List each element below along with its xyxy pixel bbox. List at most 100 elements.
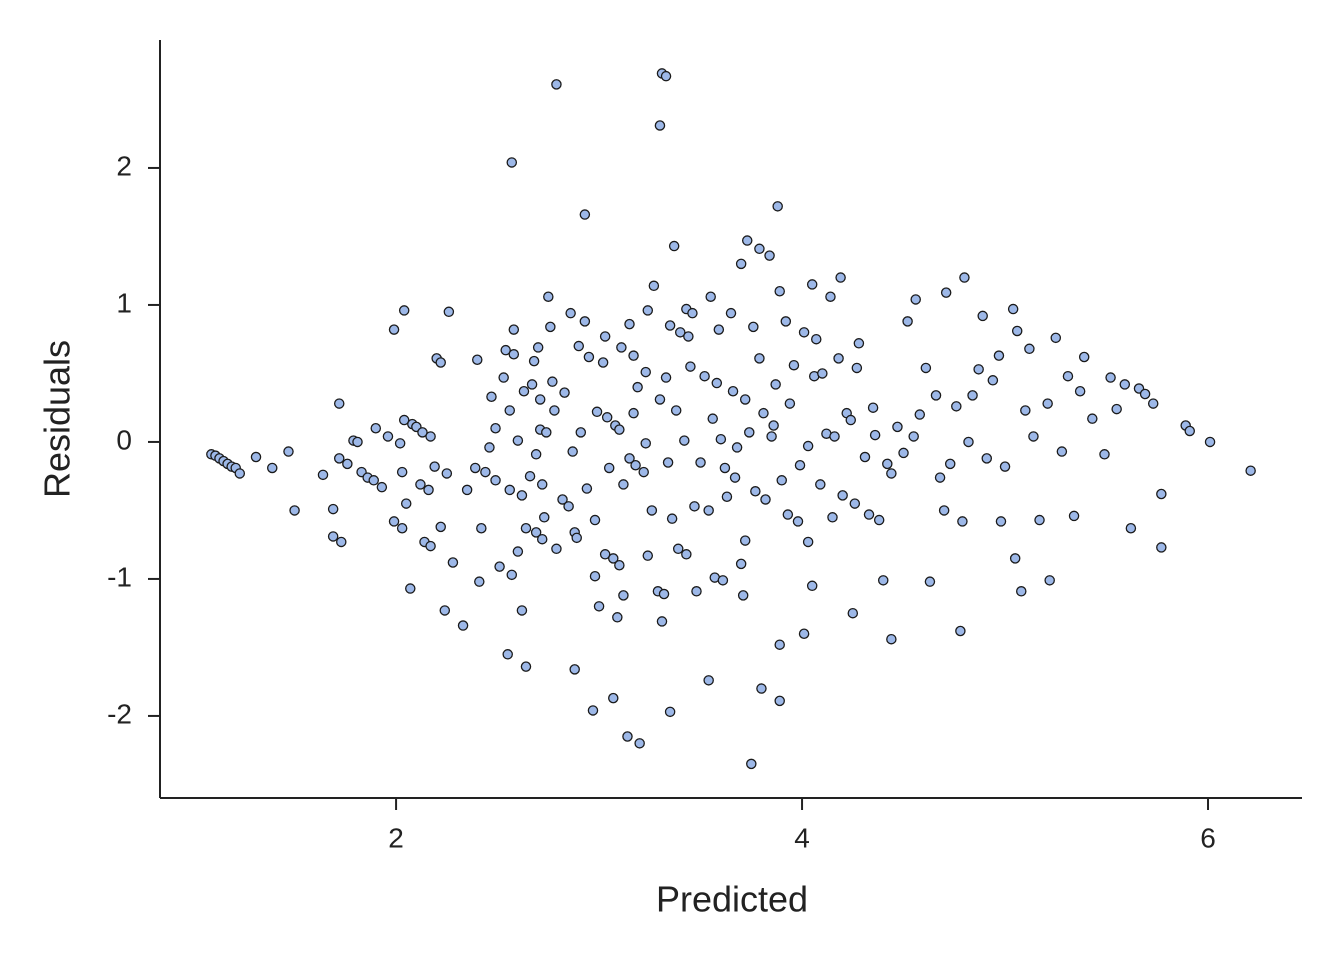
point bbox=[764, 250, 775, 261]
point bbox=[1042, 398, 1053, 409]
point bbox=[798, 327, 810, 338]
point bbox=[614, 559, 625, 571]
point bbox=[597, 357, 609, 368]
point bbox=[532, 342, 544, 353]
point bbox=[599, 331, 611, 342]
point bbox=[802, 440, 814, 452]
point bbox=[628, 407, 639, 419]
point bbox=[829, 431, 840, 442]
point bbox=[987, 375, 999, 386]
y-tick-label: 1 bbox=[116, 287, 132, 318]
point bbox=[1020, 405, 1031, 416]
point bbox=[774, 286, 785, 297]
point bbox=[549, 405, 560, 416]
point bbox=[995, 516, 1007, 527]
point bbox=[784, 398, 796, 409]
point bbox=[776, 475, 787, 486]
point bbox=[630, 459, 641, 471]
point bbox=[1034, 514, 1045, 526]
point bbox=[388, 324, 400, 335]
point bbox=[715, 433, 727, 445]
point bbox=[774, 695, 785, 707]
point bbox=[646, 505, 658, 516]
point bbox=[1024, 343, 1035, 355]
point bbox=[547, 376, 558, 387]
point bbox=[601, 412, 613, 423]
point bbox=[683, 331, 694, 342]
point bbox=[1087, 413, 1098, 424]
point bbox=[628, 350, 639, 361]
point bbox=[729, 472, 741, 483]
point bbox=[827, 512, 838, 523]
point bbox=[837, 490, 848, 501]
point bbox=[735, 258, 747, 270]
point bbox=[530, 527, 542, 538]
point bbox=[886, 633, 897, 645]
point bbox=[877, 575, 889, 586]
x-tick-label: 6 bbox=[1200, 822, 1216, 853]
point bbox=[327, 503, 339, 515]
point bbox=[571, 532, 582, 544]
point bbox=[1062, 370, 1074, 382]
point bbox=[654, 120, 666, 131]
point bbox=[815, 479, 826, 490]
point bbox=[746, 758, 757, 770]
point bbox=[435, 357, 446, 368]
point bbox=[1099, 449, 1110, 460]
point bbox=[750, 486, 761, 497]
point bbox=[798, 628, 810, 639]
point bbox=[336, 536, 347, 548]
point bbox=[782, 509, 794, 520]
point bbox=[405, 583, 416, 594]
point bbox=[234, 468, 246, 479]
point bbox=[342, 458, 353, 470]
point bbox=[435, 521, 446, 533]
x-axis-title: Predicted bbox=[656, 879, 808, 920]
point bbox=[516, 605, 528, 616]
point bbox=[794, 459, 806, 471]
point bbox=[543, 291, 554, 302]
point bbox=[654, 394, 666, 405]
point bbox=[469, 462, 481, 474]
point bbox=[317, 469, 329, 481]
point bbox=[699, 370, 710, 382]
point bbox=[737, 590, 749, 601]
point bbox=[1147, 398, 1159, 409]
point bbox=[668, 240, 680, 252]
point bbox=[461, 484, 473, 496]
point bbox=[687, 307, 698, 319]
point bbox=[250, 451, 262, 463]
point bbox=[504, 405, 515, 416]
point bbox=[695, 457, 706, 468]
point bbox=[944, 458, 956, 470]
point bbox=[817, 368, 828, 379]
point bbox=[756, 683, 767, 694]
point bbox=[622, 731, 633, 742]
point bbox=[660, 70, 672, 82]
point bbox=[744, 427, 755, 438]
point bbox=[333, 398, 345, 409]
point bbox=[892, 421, 903, 433]
point bbox=[632, 381, 643, 393]
point bbox=[711, 377, 723, 389]
point bbox=[825, 291, 836, 302]
point bbox=[439, 605, 451, 616]
point bbox=[981, 453, 993, 464]
point bbox=[882, 458, 893, 470]
point bbox=[660, 372, 672, 383]
x-tick-label: 4 bbox=[794, 822, 810, 853]
point bbox=[898, 447, 909, 459]
point bbox=[500, 344, 511, 356]
point bbox=[368, 475, 379, 486]
point bbox=[772, 201, 783, 212]
point bbox=[934, 472, 946, 483]
point bbox=[376, 481, 388, 493]
point bbox=[520, 523, 532, 534]
point bbox=[924, 576, 936, 587]
point bbox=[565, 307, 576, 319]
point bbox=[457, 620, 469, 631]
point bbox=[806, 580, 818, 592]
point bbox=[551, 543, 562, 555]
point bbox=[847, 607, 859, 619]
